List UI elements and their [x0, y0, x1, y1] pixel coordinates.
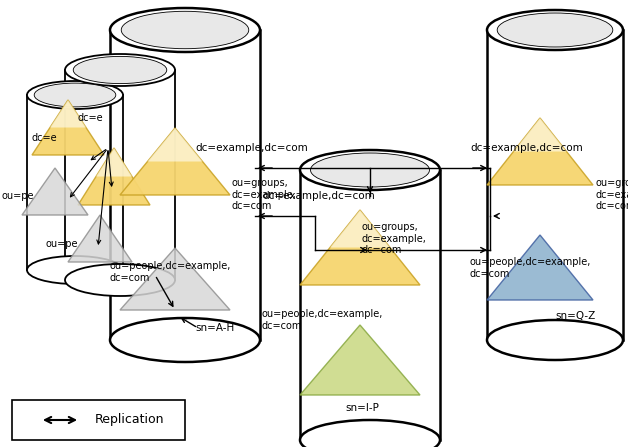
Polygon shape — [487, 118, 593, 185]
Ellipse shape — [65, 264, 175, 296]
Text: ou=groups,
dc=example,
dc=com: ou=groups, dc=example, dc=com — [232, 178, 297, 211]
Text: ou=pe: ou=pe — [2, 191, 35, 201]
Polygon shape — [300, 210, 420, 285]
Text: ou=people,dc=example,
dc=com: ou=people,dc=example, dc=com — [470, 257, 592, 279]
Text: dc=example,dc=com: dc=example,dc=com — [470, 143, 583, 153]
Ellipse shape — [65, 54, 175, 86]
Ellipse shape — [300, 420, 440, 447]
Text: dc=example,dc=com: dc=example,dc=com — [262, 191, 375, 201]
Ellipse shape — [300, 150, 440, 190]
Polygon shape — [78, 148, 150, 205]
Polygon shape — [487, 118, 593, 185]
Text: ou=groups,
dc=example,
dc=com: ou=groups, dc=example, dc=com — [362, 222, 427, 255]
Polygon shape — [120, 128, 230, 195]
Text: sn=A-H: sn=A-H — [195, 323, 234, 333]
Ellipse shape — [487, 10, 623, 50]
Text: ou=people,dc=example,
dc=com: ou=people,dc=example, dc=com — [262, 309, 383, 331]
Ellipse shape — [34, 83, 116, 107]
Text: sn=Q-Z: sn=Q-Z — [555, 311, 595, 321]
Text: Replication: Replication — [95, 413, 165, 426]
Polygon shape — [78, 148, 150, 205]
Polygon shape — [120, 248, 230, 310]
Ellipse shape — [110, 318, 260, 362]
Polygon shape — [68, 215, 132, 262]
Polygon shape — [148, 128, 202, 161]
Polygon shape — [487, 30, 623, 340]
Text: dc=example,dc=com: dc=example,dc=com — [195, 143, 308, 153]
Polygon shape — [120, 128, 230, 195]
Text: ou=pe: ou=pe — [45, 239, 77, 249]
Ellipse shape — [310, 153, 430, 187]
Ellipse shape — [27, 81, 123, 109]
Ellipse shape — [497, 13, 613, 47]
Polygon shape — [487, 235, 593, 300]
Ellipse shape — [73, 56, 167, 84]
Polygon shape — [300, 170, 440, 440]
Polygon shape — [96, 148, 132, 177]
Polygon shape — [514, 118, 566, 152]
Polygon shape — [27, 95, 123, 270]
FancyBboxPatch shape — [12, 400, 185, 440]
Ellipse shape — [27, 256, 123, 284]
Text: dc=e: dc=e — [32, 133, 58, 143]
Ellipse shape — [121, 11, 249, 49]
Text: sn=I-P: sn=I-P — [345, 403, 379, 413]
Polygon shape — [50, 100, 86, 127]
Text: dc=e: dc=e — [78, 113, 104, 123]
Polygon shape — [65, 70, 175, 280]
Polygon shape — [330, 210, 390, 248]
Polygon shape — [300, 325, 420, 395]
Polygon shape — [32, 100, 104, 155]
Polygon shape — [300, 210, 420, 285]
Ellipse shape — [110, 8, 260, 52]
Polygon shape — [110, 30, 260, 340]
Polygon shape — [22, 168, 88, 215]
Text: ou=groups,
dc=example,
dc=com: ou=groups, dc=example, dc=com — [595, 178, 628, 211]
Text: ou=people,dc=example,
dc=com: ou=people,dc=example, dc=com — [110, 261, 231, 283]
Ellipse shape — [487, 320, 623, 360]
Polygon shape — [32, 100, 104, 155]
